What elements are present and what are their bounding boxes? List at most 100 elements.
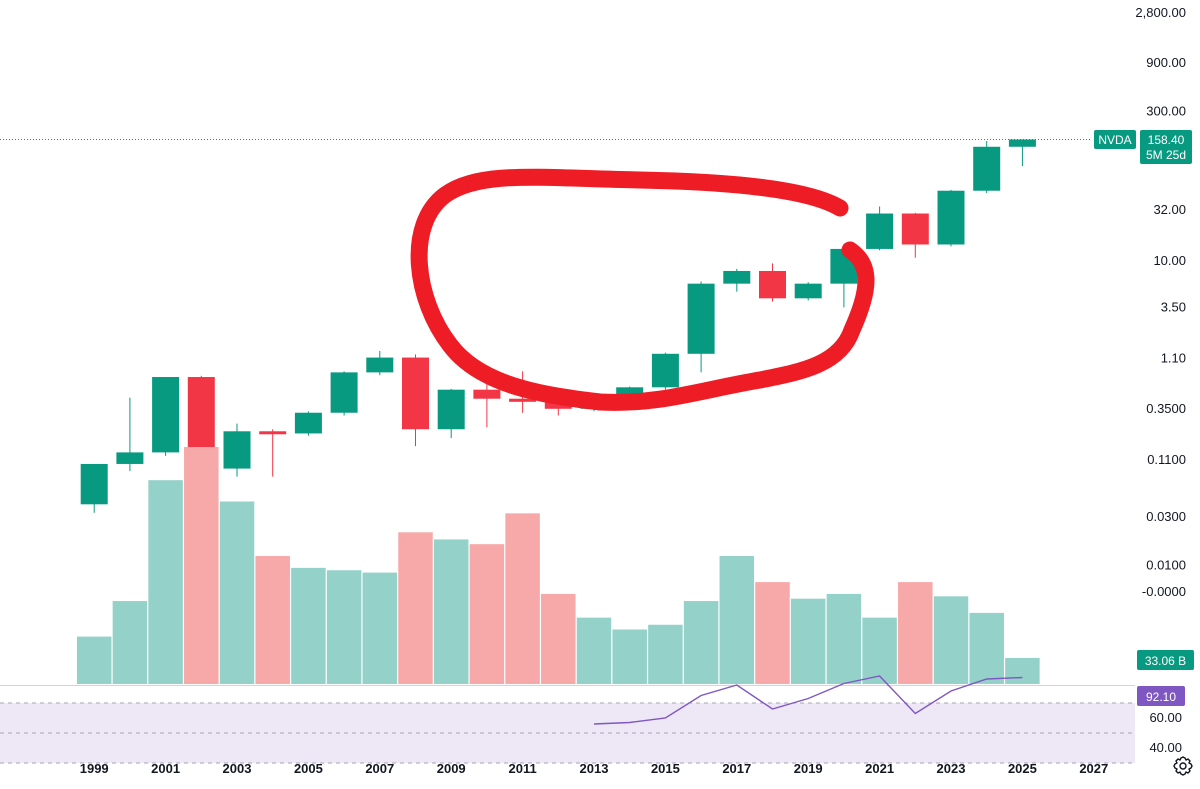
time-axis-label: 2007 [365, 761, 394, 776]
time-axis-label: 2003 [223, 761, 252, 776]
price-axis-label: 32.00 [1153, 202, 1186, 217]
price-axis-label: 10.00 [1153, 253, 1186, 268]
candle-body-2010 [473, 389, 501, 399]
annotation-stroke [410, 168, 875, 411]
candle-body-2023 [937, 190, 965, 245]
volume-bar-2011 [505, 513, 540, 684]
candle-body-2003 [223, 431, 251, 469]
rsi-line [593, 675, 1023, 725]
rsi-last-text: 92.10 [1146, 690, 1176, 704]
volume-bar-2001 [148, 480, 183, 684]
time-axis-label: 2005 [294, 761, 323, 776]
hand-drawn-circle-annotation [410, 168, 875, 411]
price-axis-label: 0.3500 [1146, 401, 1186, 416]
volume-axis: -0.0000 [0, 584, 1186, 686]
candle-body-2009 [437, 389, 465, 430]
volume-bar-2019 [790, 598, 826, 684]
time-axis-label: 2001 [151, 761, 180, 776]
volume-bars [76, 447, 1040, 684]
volume-last-text: 33.06 B [1145, 654, 1186, 668]
last-price-text: 158.40 [1148, 133, 1185, 147]
candle-body-2011 [509, 398, 537, 402]
price-axis-label: 900.00 [1146, 55, 1186, 70]
candle-body-2016 [687, 283, 715, 354]
price-axis-label: 0.0300 [1146, 509, 1186, 524]
countdown-text: 5M 25d [1146, 148, 1186, 162]
candle-body-2024 [973, 146, 1001, 191]
candle-body-2008 [402, 357, 429, 430]
volume-axis-label: -0.0000 [1142, 584, 1186, 599]
volume-bar-2013 [576, 617, 612, 684]
time-axis-label: 2009 [437, 761, 466, 776]
time-axis-label: 1999 [80, 761, 109, 776]
time-axis-label: 2013 [580, 761, 609, 776]
candle-body-2007 [366, 357, 394, 373]
time-axis-label: 2021 [865, 761, 894, 776]
candle-body-2006 [330, 372, 358, 413]
candle-body-2000 [116, 452, 144, 464]
price-axis: 8,000.002,800.00900.00300.0032.0010.003.… [1135, 5, 1186, 572]
time-axis-label: 2027 [1079, 761, 1108, 776]
volume-bar-2007 [362, 572, 398, 684]
time-axis: 1999 2001 2003 2005 2007 2009 2011 2013 2015 2017… [80, 761, 1109, 776]
rsi-last-badge [1137, 686, 1185, 706]
candle-body-2017 [723, 270, 751, 284]
candles [80, 139, 1036, 513]
candle-body-2018 [759, 270, 786, 299]
candle-body-2005 [294, 412, 322, 434]
price-axis-label: 3.50 [1161, 299, 1186, 314]
volume-bar-2005 [291, 567, 326, 684]
candle-body-2015 [651, 353, 679, 388]
volume-bar-2000 [112, 601, 148, 684]
volume-bar-2018 [755, 582, 790, 684]
candle-body-2025 [1008, 139, 1036, 147]
time-axis-label: 2023 [937, 761, 966, 776]
volume-bar-2015 [648, 624, 683, 684]
volume-bar-2023 [933, 596, 969, 684]
volume-bar-2002 [184, 447, 219, 684]
price-axis-label: 0.1100 [1147, 452, 1186, 467]
volume-bar-2012 [541, 593, 576, 684]
time-axis-label: 2011 [508, 761, 536, 776]
time-axis-label: 2015 [651, 761, 680, 776]
volume-bar-2009 [433, 539, 469, 684]
volume-bar-2017 [719, 556, 755, 684]
volume-bar-2022 [898, 582, 933, 684]
candle-body-2001 [152, 377, 180, 453]
volume-bar-2003 [219, 501, 255, 684]
candle-body-2022 [901, 213, 929, 245]
settings-gear-icon[interactable] [1172, 755, 1194, 777]
volume-bar-2016 [683, 601, 719, 684]
price-axis-label: 300.00 [1146, 103, 1186, 118]
time-axis-label: 2019 [794, 761, 823, 776]
symbol-badge [1094, 130, 1136, 149]
price-axis-label: 0.0100 [1146, 557, 1186, 572]
time-axis-label: 2025 [1008, 761, 1037, 776]
volume-bar-2014 [612, 629, 647, 684]
time-axis-label: 2017 [722, 761, 751, 776]
volume-bar-2024 [969, 612, 1004, 684]
volume-bar-2004 [255, 556, 290, 684]
price-axis-label: 1.10 [1161, 350, 1186, 365]
volume-bar-2006 [326, 570, 362, 684]
price-axis-label: 2,800.00 [1135, 5, 1186, 20]
settings-gear-glyph [1173, 756, 1193, 776]
candle-body-2004 [259, 431, 287, 435]
candle-body-1999 [80, 463, 108, 505]
volume-bar-2020 [826, 593, 862, 684]
volume-last-badge [1137, 650, 1194, 670]
volume-bar-1999 [76, 636, 112, 684]
volume-bar-2021 [862, 617, 897, 684]
candle-body-2019 [794, 283, 822, 299]
symbol-badge-text: NVDA [1098, 133, 1131, 147]
candle-body-2012 [544, 401, 572, 409]
candle-body-2021 [866, 213, 894, 249]
volume-bar-2010 [469, 544, 505, 684]
rsi-axis-label: 60.00 [1149, 710, 1182, 725]
volume-bar-2008 [398, 532, 433, 684]
rsi-pane: 60.00 40.00 [0, 675, 1182, 764]
volume-bar-2025 [1005, 657, 1040, 684]
last-price-badge [1140, 130, 1192, 164]
